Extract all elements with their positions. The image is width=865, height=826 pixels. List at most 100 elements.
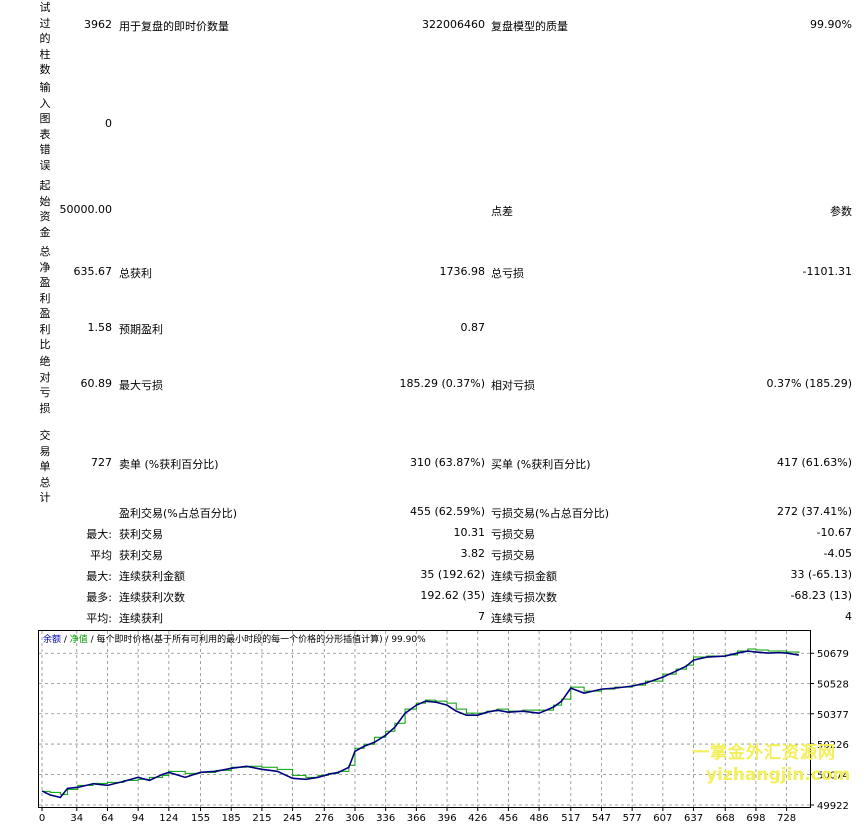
x-tick-label: 336 <box>376 813 395 823</box>
net-profit-value: 635.67 <box>73 265 113 278</box>
vertical-label: 交易单总计 <box>39 429 51 504</box>
x-tick-label: 668 <box>716 813 735 823</box>
y-tick-label: 50074 <box>817 771 849 782</box>
gross-profit-label: 总获利 <box>119 267 152 280</box>
x-tick-label: 185 <box>222 813 241 823</box>
long-positions-label: 买单 (%获利百分比) <box>491 458 591 471</box>
x-tick-label: 124 <box>159 813 178 823</box>
x-tick-label: 366 <box>407 813 426 823</box>
x-tick-label: 64 <box>101 813 114 823</box>
stat-label-2: 亏损交易(%占总百分比) <box>491 507 610 520</box>
balance-chart: 50679 50528 50377 50226 50074 49922 0 34 64 94 124… <box>38 630 865 824</box>
gross-loss-value: -1101.31 <box>802 265 852 278</box>
x-tick-label: 215 <box>252 813 271 823</box>
y-tick-label: 50679 <box>817 649 849 660</box>
x-tick-label: 637 <box>684 813 703 823</box>
legend-equity: 净值 <box>70 633 88 645</box>
absolute-drawdown-value: 60.89 <box>80 377 113 390</box>
x-tick-label: 306 <box>345 813 364 823</box>
stat-label: 获利交易 <box>119 549 163 562</box>
chart-header: 余额 / 净值 / 每个即时价格(基于所有可利用的最小时段的每一个价格的分形插值… <box>43 633 426 645</box>
gross-profit-value: 1736.98 <box>439 265 486 278</box>
watermark-url: yizhangjin.com <box>706 765 851 785</box>
stat-label-2: 亏损交易 <box>491 528 535 541</box>
vertical-label: 试过的柱数 <box>39 1 51 76</box>
x-tick-label: 396 <box>437 813 456 823</box>
stat-label: 连续获利 <box>119 612 163 625</box>
watermark-title: 一掌金外汇资源网 <box>692 743 836 763</box>
expected-payoff-value: 0.87 <box>460 321 486 334</box>
spread-label: 点差 <box>491 205 513 218</box>
total-trades-value: 727 <box>91 456 112 469</box>
stat-value: 35 (192.62) <box>420 568 485 581</box>
short-positions-label: 卖单 (%获利百分比) <box>119 458 219 471</box>
vertical-label: 盈利比 <box>39 307 51 351</box>
x-tick-label: 94 <box>132 813 145 823</box>
stat-value-2: 272 (37.41%) <box>776 505 852 518</box>
vertical-label: 总净盈利 <box>39 245 51 305</box>
max-drawdown-label: 最大亏损 <box>119 379 163 392</box>
y-tick-label: 50377 <box>817 710 849 721</box>
y-tick-label: 50226 <box>817 740 849 751</box>
x-tick-label: 34 <box>70 813 83 823</box>
chart-errors-value: 0 <box>105 117 112 130</box>
x-tick-label: 728 <box>777 813 796 823</box>
stat-label: 连续获利金额 <box>119 570 185 583</box>
legend-separator: / <box>61 635 70 645</box>
stat-label-2: 连续亏损金额 <box>491 570 557 583</box>
equity-series-line <box>41 650 800 799</box>
initial-deposit-value: 50000.00 <box>59 203 113 216</box>
stat-value: 192.62 (35) <box>420 589 485 602</box>
relative-drawdown-label: 相对亏损 <box>491 379 535 392</box>
y-tick-label: 50528 <box>817 680 849 691</box>
vertical-label: 起始资金 <box>39 179 51 239</box>
stat-prefix: 平均: <box>86 612 112 625</box>
stat-value: 7 <box>478 610 485 623</box>
spread-value: 参数 <box>830 205 852 218</box>
stat-label-2: 连续亏损 <box>491 612 535 625</box>
x-tick-label: 0 <box>39 813 45 823</box>
expected-payoff-label: 预期盈利 <box>119 323 163 336</box>
modelling-quality-label: 复盘模型的质量 <box>491 20 568 33</box>
modelling-quality-value: 99.90% <box>810 18 852 31</box>
x-tick-label: 456 <box>499 813 518 823</box>
x-tick-label: 547 <box>592 813 611 823</box>
stat-value-2: -4.05 <box>823 547 852 560</box>
stat-value-2: 4 <box>845 610 852 623</box>
legend-balance: 余额 <box>43 633 61 645</box>
stat-value: 455 (62.59%) <box>409 505 485 518</box>
profit-factor-value: 1.58 <box>87 321 113 334</box>
x-tick-label: 245 <box>283 813 302 823</box>
x-tick-label: 698 <box>746 813 765 823</box>
stat-label-2: 连续亏损次数 <box>491 591 557 604</box>
stat-label: 连续获利次数 <box>119 591 185 604</box>
x-tick-label: 155 <box>191 813 210 823</box>
stat-label-2: 亏损交易 <box>491 549 535 562</box>
ticks-modelled-value: 322006460 <box>422 18 485 31</box>
stat-label: 盈利交易(%占总百分比) <box>119 507 238 520</box>
bars-tested-value: 3962 <box>84 18 112 31</box>
x-tick-label: 426 <box>468 813 487 823</box>
gross-loss-label: 总亏损 <box>491 267 524 280</box>
stat-prefix: 最大: <box>86 528 112 541</box>
vertical-label: 绝对亏损 <box>39 355 51 415</box>
stat-prefix: 平均 <box>90 549 112 562</box>
balance-chart-svg: 50679 50528 50377 50226 50074 49922 0 34 64 94 124… <box>38 630 849 824</box>
short-positions-value: 310 (63.87%) <box>409 456 485 469</box>
max-drawdown-value: 185.29 (0.37%) <box>399 377 485 390</box>
stat-value: 3.82 <box>460 547 486 560</box>
stat-label: 获利交易 <box>119 528 163 541</box>
x-tick-label: 486 <box>530 813 549 823</box>
relative-drawdown-value: 0.37% (185.29) <box>766 377 852 390</box>
stat-value: 10.31 <box>453 526 486 539</box>
vertical-label: 输入图表错误 <box>39 81 51 172</box>
long-positions-value: 417 (61.63%) <box>776 456 852 469</box>
stat-value-2: -10.67 <box>816 526 852 539</box>
x-tick-label: 577 <box>623 813 642 823</box>
y-tick-label: 49922 <box>817 801 849 812</box>
stat-prefix: 最多: <box>86 591 112 604</box>
stat-value-2: 33 (-65.13) <box>790 568 852 581</box>
x-tick-label: 517 <box>561 813 580 823</box>
x-tick-label: 276 <box>315 813 334 823</box>
stat-prefix: 最大: <box>86 570 112 583</box>
